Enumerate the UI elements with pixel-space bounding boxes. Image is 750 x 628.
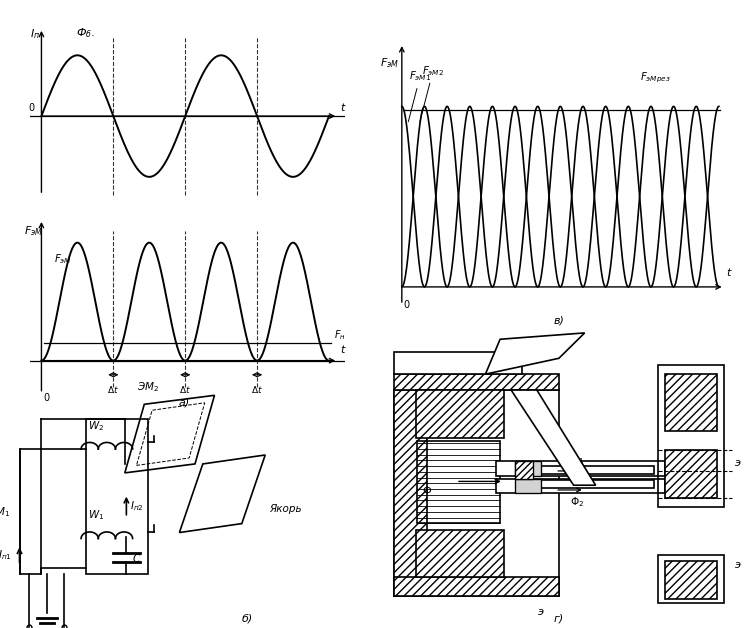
Text: Якорь: Якорь <box>269 504 302 514</box>
Bar <box>394 577 559 596</box>
Text: $t$: $t$ <box>340 101 347 113</box>
Text: $0$: $0$ <box>403 298 410 310</box>
Text: $\Phi_1$: $\Phi_1$ <box>570 452 584 466</box>
Text: $0$: $0$ <box>43 391 50 403</box>
Text: $I_{п1}$: $I_{п1}$ <box>0 548 12 562</box>
Text: $I_п$: $I_п$ <box>29 27 40 41</box>
Text: $ЭМ_1$: $ЭМ_1$ <box>0 505 10 519</box>
Text: $W_1$: $W_1$ <box>88 508 104 522</box>
Text: б): б) <box>242 614 253 624</box>
Bar <box>541 466 655 474</box>
Polygon shape <box>485 333 585 374</box>
Bar <box>496 479 665 493</box>
Text: $C$: $C$ <box>132 552 142 564</box>
Text: э: э <box>538 607 544 617</box>
Bar <box>394 352 522 374</box>
Text: $\Delta t$: $\Delta t$ <box>251 384 263 395</box>
Text: э: э <box>735 458 742 468</box>
Bar <box>496 462 665 475</box>
Text: $\Phi$: $\Phi$ <box>422 484 432 495</box>
Bar <box>541 480 655 489</box>
Text: $F_{эМ}$: $F_{эМ}$ <box>24 224 43 238</box>
Text: $t$: $t$ <box>340 343 347 355</box>
Text: $ЭМ_2$: $ЭМ_2$ <box>137 380 159 394</box>
Text: $F_{эМ}$: $F_{эМ}$ <box>54 252 72 266</box>
Bar <box>665 374 717 431</box>
Bar <box>658 555 724 603</box>
Text: э: э <box>735 560 742 570</box>
Bar <box>20 449 41 574</box>
Text: а): а) <box>178 397 189 407</box>
Bar <box>658 365 724 507</box>
Bar <box>394 390 427 596</box>
Text: $t$: $t$ <box>726 266 733 278</box>
Text: $F_н$: $F_н$ <box>334 328 345 342</box>
Bar <box>416 529 504 577</box>
Bar <box>665 561 717 600</box>
Text: $W_2$: $W_2$ <box>88 419 104 433</box>
Text: $\Delta t$: $\Delta t$ <box>107 384 119 395</box>
Bar <box>514 462 533 479</box>
Bar <box>514 462 541 475</box>
Text: $F_{эМ1}$: $F_{эМ1}$ <box>408 69 431 122</box>
Bar <box>86 420 148 574</box>
Text: $F_{эМ рез}$: $F_{эМ рез}$ <box>640 70 670 85</box>
Text: в): в) <box>554 315 564 325</box>
Bar <box>665 450 717 498</box>
Polygon shape <box>512 390 596 485</box>
Text: $0$: $0$ <box>28 101 36 113</box>
Text: $F_{эМ}$: $F_{эМ}$ <box>380 56 399 70</box>
Bar <box>416 390 504 438</box>
Bar <box>416 409 537 577</box>
Text: $\Delta t$: $\Delta t$ <box>179 384 191 395</box>
Text: $I_{п2}$: $I_{п2}$ <box>130 499 144 512</box>
Text: $F_{эМ2}$: $F_{эМ2}$ <box>420 64 444 122</box>
Text: $\Phi_2$: $\Phi_2$ <box>570 495 584 509</box>
Bar <box>394 390 559 596</box>
Bar <box>514 479 541 493</box>
Bar <box>394 374 559 390</box>
Text: $Ф_б.$: $Ф_б.$ <box>76 26 94 40</box>
Bar <box>418 441 500 523</box>
Text: г): г) <box>554 614 564 624</box>
